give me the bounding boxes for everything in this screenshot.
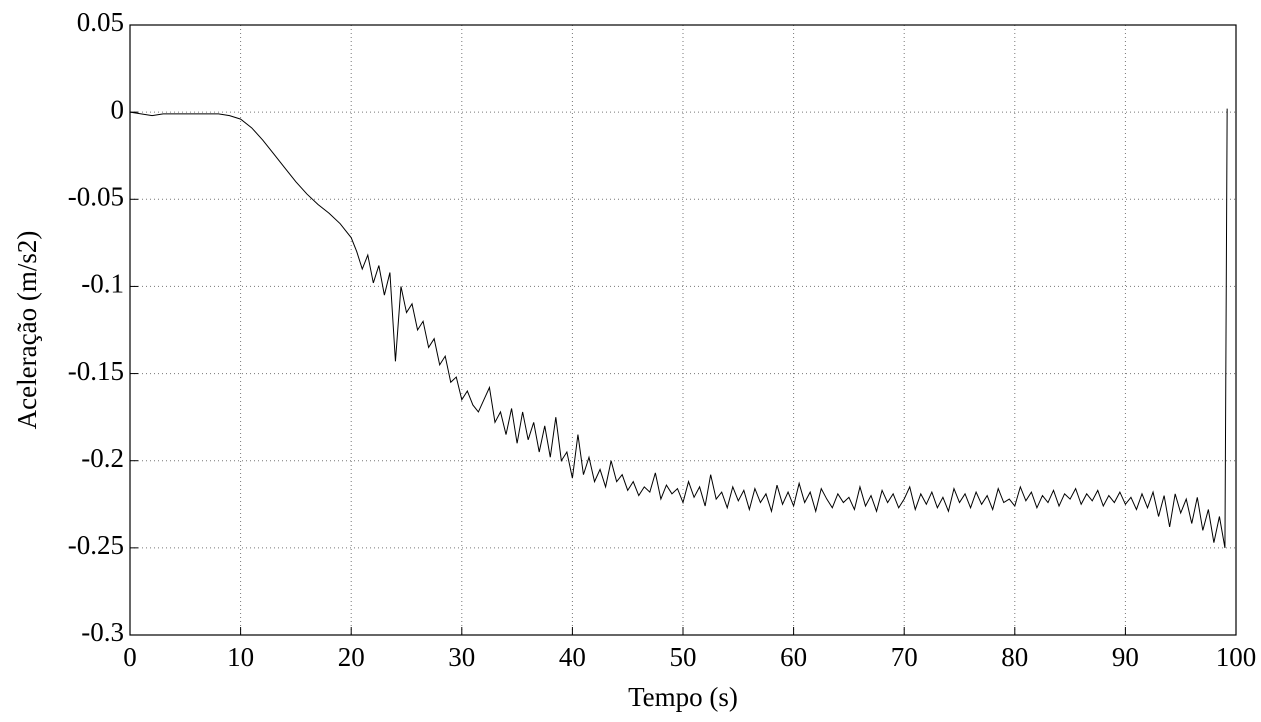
y-tick-label: -0.25 bbox=[68, 530, 124, 560]
y-tick-label: 0 bbox=[111, 94, 125, 124]
x-tick-label: 30 bbox=[448, 642, 475, 672]
x-tick-label: 70 bbox=[891, 642, 918, 672]
y-tick-label: -0.05 bbox=[68, 181, 124, 211]
x-tick-label: 0 bbox=[123, 642, 137, 672]
x-tick-label: 60 bbox=[780, 642, 807, 672]
y-tick-label: -0.15 bbox=[68, 356, 124, 386]
y-tick-label: -0.1 bbox=[81, 269, 124, 299]
plot-frame bbox=[129, 24, 1237, 636]
x-tick-label: 20 bbox=[338, 642, 365, 672]
x-tick-label: 100 bbox=[1216, 642, 1257, 672]
x-tick-label: 90 bbox=[1112, 642, 1139, 672]
data-line bbox=[129, 108, 1228, 548]
y-tick-label: -0.3 bbox=[81, 617, 124, 647]
y-tick-label: -0.2 bbox=[81, 443, 124, 473]
x-tick-label: 40 bbox=[559, 642, 586, 672]
x-tick-label: 50 bbox=[670, 642, 697, 672]
x-axis-label: Tempo (s) bbox=[628, 682, 738, 712]
x-tick-label: 80 bbox=[1001, 642, 1028, 672]
y-axis-label: Aceleração (m/s2) bbox=[12, 231, 42, 430]
y-tick-label: 0.05 bbox=[77, 7, 124, 37]
x-tick-label: 10 bbox=[227, 642, 254, 672]
